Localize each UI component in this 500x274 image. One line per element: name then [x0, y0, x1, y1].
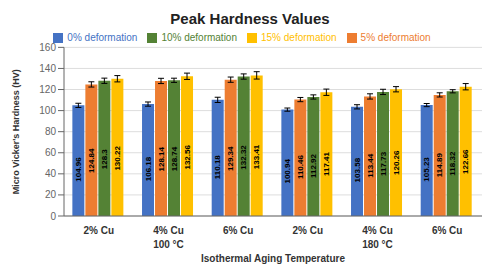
svg-text:113.44: 113.44 — [366, 153, 375, 178]
svg-text:4% Cu: 4% Cu — [153, 225, 184, 236]
svg-text:2% Cu: 2% Cu — [84, 225, 115, 236]
svg-text:133.41: 133.41 — [252, 144, 261, 169]
html-text:10% deformation: 10% deformation — [161, 32, 237, 43]
svg-text:132.32: 132.32 — [239, 145, 248, 170]
svg-text:20: 20 — [45, 189, 57, 200]
svg-text:128.3: 128.3 — [100, 149, 109, 170]
svg-text:100: 100 — [39, 105, 56, 116]
svg-text:122.66: 122.66 — [461, 149, 470, 174]
html-text:5% deformation: 5% deformation — [360, 32, 431, 43]
svg-text:80: 80 — [45, 126, 57, 137]
html-text:Peak Hardness Values: Peak Hardness Values — [170, 10, 330, 27]
svg-text:110.18: 110.18 — [213, 155, 222, 180]
svg-text:160: 160 — [39, 42, 56, 53]
svg-text:112.92: 112.92 — [309, 153, 318, 178]
svg-text:130.22: 130.22 — [113, 146, 122, 171]
svg-text:103.58: 103.58 — [353, 157, 362, 182]
svg-text:6% Cu: 6% Cu — [432, 225, 463, 236]
svg-text:105.23: 105.23 — [422, 157, 431, 182]
svg-text:128.14: 128.14 — [157, 146, 166, 171]
svg-text:114.89: 114.89 — [435, 153, 444, 178]
svg-text:100 °C: 100 °C — [153, 239, 184, 250]
svg-text:40: 40 — [45, 168, 57, 179]
svg-text:180 °C: 180 °C — [362, 239, 393, 250]
svg-text:128.74: 128.74 — [170, 146, 179, 171]
html-text:0% deformation: 0% deformation — [67, 32, 138, 43]
svg-text:124.84: 124.84 — [87, 148, 96, 173]
svg-text:132.56: 132.56 — [183, 145, 192, 170]
svg-text:110.46: 110.46 — [296, 155, 305, 180]
svg-text:2% Cu: 2% Cu — [293, 225, 324, 236]
svg-text:4% Cu: 4% Cu — [362, 225, 393, 236]
svg-text:140: 140 — [39, 63, 56, 74]
svg-text:129.34: 129.34 — [226, 146, 235, 171]
svg-text:106.18: 106.18 — [144, 156, 153, 181]
svg-text:120.26: 120.26 — [392, 150, 401, 175]
svg-text:100.94: 100.94 — [283, 159, 292, 184]
html-text:15% deformation: 15% deformation — [261, 32, 337, 43]
svg-text:Micro Vicker's Hardness (HV): Micro Vicker's Hardness (HV) — [11, 69, 21, 194]
svg-text:118.32: 118.32 — [448, 151, 457, 176]
svg-text:104.96: 104.96 — [74, 157, 83, 182]
svg-text:6% Cu: 6% Cu — [223, 225, 254, 236]
svg-text:120: 120 — [39, 84, 56, 95]
svg-text:117.41: 117.41 — [322, 151, 331, 176]
svg-text:117.73: 117.73 — [379, 151, 388, 176]
svg-text:Isothermal Aging Temperature: Isothermal Aging Temperature — [201, 253, 345, 264]
svg-text:60: 60 — [45, 147, 57, 158]
svg-text:0: 0 — [50, 211, 56, 222]
